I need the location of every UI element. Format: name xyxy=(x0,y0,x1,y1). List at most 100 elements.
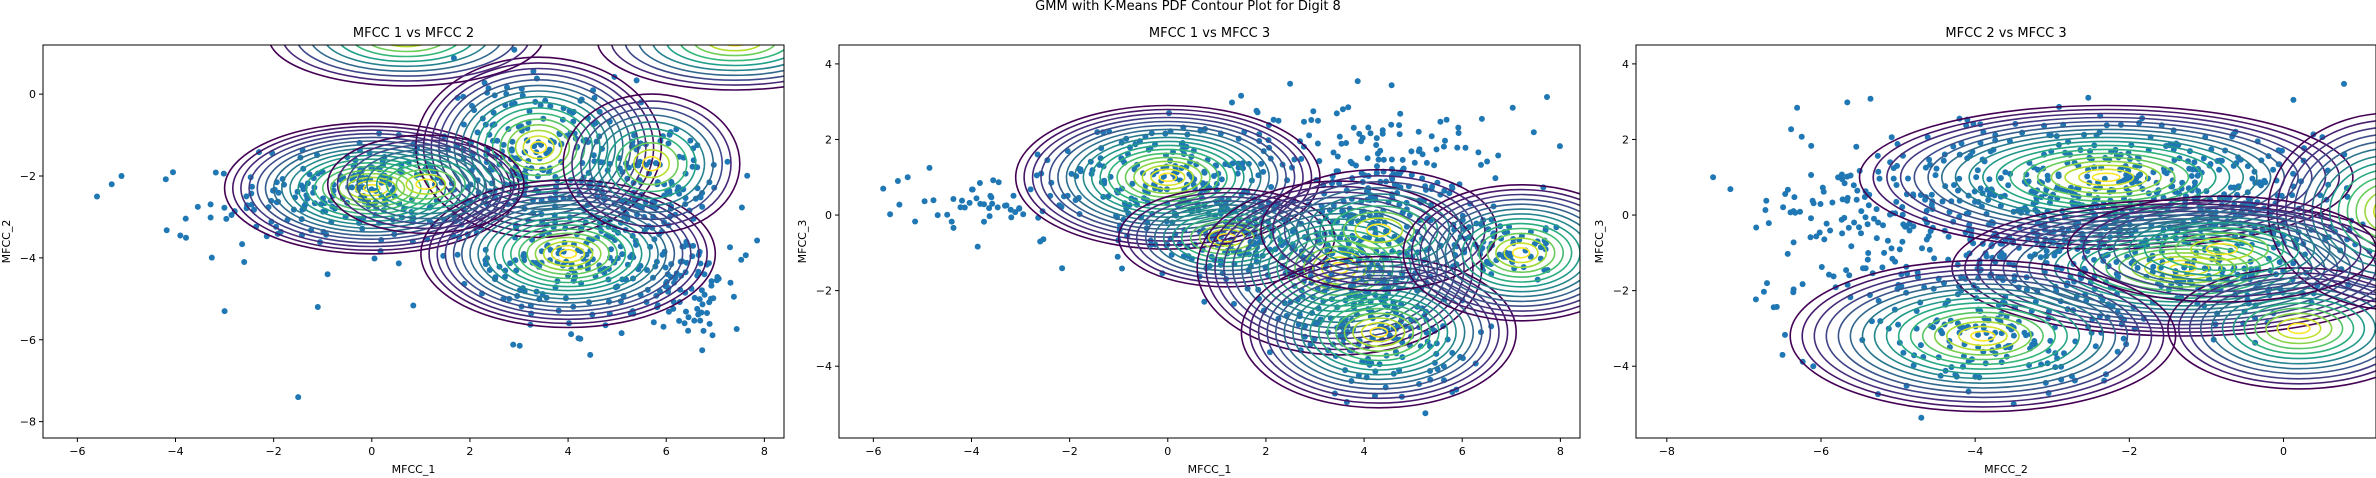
contour-line xyxy=(542,240,594,267)
x-tick-label: −4 xyxy=(167,445,183,458)
data-point xyxy=(1899,238,1906,245)
contour-line xyxy=(1427,198,1580,307)
data-point xyxy=(1478,115,1485,122)
data-point xyxy=(207,214,214,221)
data-point xyxy=(2200,155,2207,162)
data-point xyxy=(631,132,638,139)
data-point xyxy=(696,296,703,303)
data-point xyxy=(912,218,919,225)
data-point xyxy=(701,271,708,278)
y-tick-label: 0 xyxy=(1622,209,1629,222)
data-point xyxy=(2021,329,2028,336)
data-point xyxy=(1906,227,1913,234)
contour-line xyxy=(422,62,655,233)
data-point xyxy=(512,257,519,264)
contour-line xyxy=(1469,222,1573,283)
data-point xyxy=(1710,174,1717,181)
data-point xyxy=(989,200,996,207)
data-point xyxy=(1864,256,1871,263)
y-tick-label: −4 xyxy=(20,252,36,265)
data-point xyxy=(1229,99,1235,106)
data-point xyxy=(1954,261,1961,268)
data-point xyxy=(510,341,517,348)
data-point xyxy=(689,163,696,170)
contour-line xyxy=(1789,259,2177,413)
data-point xyxy=(108,181,115,188)
data-point xyxy=(1779,351,1786,358)
data-point xyxy=(1847,172,1854,179)
data-point xyxy=(1440,143,1447,150)
data-point xyxy=(1345,104,1352,111)
data-point xyxy=(1020,211,1027,218)
data-point xyxy=(880,185,887,192)
data-point xyxy=(1853,196,1860,203)
data-point xyxy=(474,129,481,136)
data-point xyxy=(1415,128,1422,135)
x-tick-label: −4 xyxy=(963,445,979,458)
contour-line xyxy=(2156,259,2210,277)
data-point xyxy=(1818,264,1825,270)
data-point xyxy=(500,141,507,148)
data-point xyxy=(1238,92,1245,99)
data-point xyxy=(118,173,125,179)
data-point xyxy=(1996,253,2003,260)
y-tick-label: 2 xyxy=(825,133,832,146)
contour-line xyxy=(1150,168,1186,187)
subplot-title: MFCC 2 vs MFCC 3 xyxy=(1945,26,2066,41)
data-point xyxy=(1350,124,1357,131)
contour-line xyxy=(624,142,679,186)
data-point xyxy=(1349,160,1356,167)
data-point xyxy=(207,201,214,208)
data-point xyxy=(2290,260,2297,267)
contour-line xyxy=(652,45,784,72)
y-tick-label: 0 xyxy=(825,209,832,222)
x-tick-label: −6 xyxy=(1813,445,1829,458)
data-point xyxy=(410,302,417,309)
contour-line xyxy=(2178,272,2376,385)
contour-line xyxy=(2174,232,2269,266)
data-point xyxy=(986,213,993,220)
data-point xyxy=(596,108,603,115)
data-point xyxy=(1790,239,1797,246)
contour-line xyxy=(1074,132,1262,222)
x-tick-label: 2 xyxy=(466,445,473,458)
data-point xyxy=(1762,207,1769,213)
data-point xyxy=(708,278,715,285)
contour-line xyxy=(2373,203,2376,220)
contour-line xyxy=(2293,134,2376,289)
data-point xyxy=(976,180,983,186)
data-point xyxy=(1379,130,1386,137)
data-point xyxy=(694,305,701,312)
data-point xyxy=(724,158,731,165)
contour-line xyxy=(2128,216,2316,282)
contour-line xyxy=(2113,211,2331,287)
data-point xyxy=(1846,272,1853,279)
data-point xyxy=(1260,168,1267,175)
data-point xyxy=(1780,204,1787,211)
x-tick-label: 0 xyxy=(368,445,375,458)
contour-line xyxy=(297,45,515,77)
data-point xyxy=(1301,118,1307,125)
data-point xyxy=(1411,159,1418,166)
data-point xyxy=(1037,238,1044,245)
data-point xyxy=(2188,173,2195,179)
contour-line xyxy=(2221,292,2376,365)
contour-line xyxy=(1410,188,1580,317)
data-point xyxy=(2002,169,2009,176)
data-point xyxy=(685,327,692,334)
contour-line xyxy=(385,163,466,205)
data-point xyxy=(561,239,568,246)
contour-line xyxy=(680,45,784,62)
data-point xyxy=(1375,156,1382,163)
data-point xyxy=(1333,110,1340,117)
contour-line xyxy=(1309,293,1449,371)
contour-line xyxy=(1317,298,1440,367)
data-point xyxy=(1396,122,1403,129)
contour-line xyxy=(1861,287,2105,384)
data-point xyxy=(754,237,761,244)
y-tick-label: −4 xyxy=(1613,360,1629,373)
contour-line xyxy=(509,224,627,284)
y-axis-label: MFCC_3 xyxy=(796,220,809,264)
data-point xyxy=(1975,331,1981,338)
axes-frame xyxy=(1635,44,2376,439)
